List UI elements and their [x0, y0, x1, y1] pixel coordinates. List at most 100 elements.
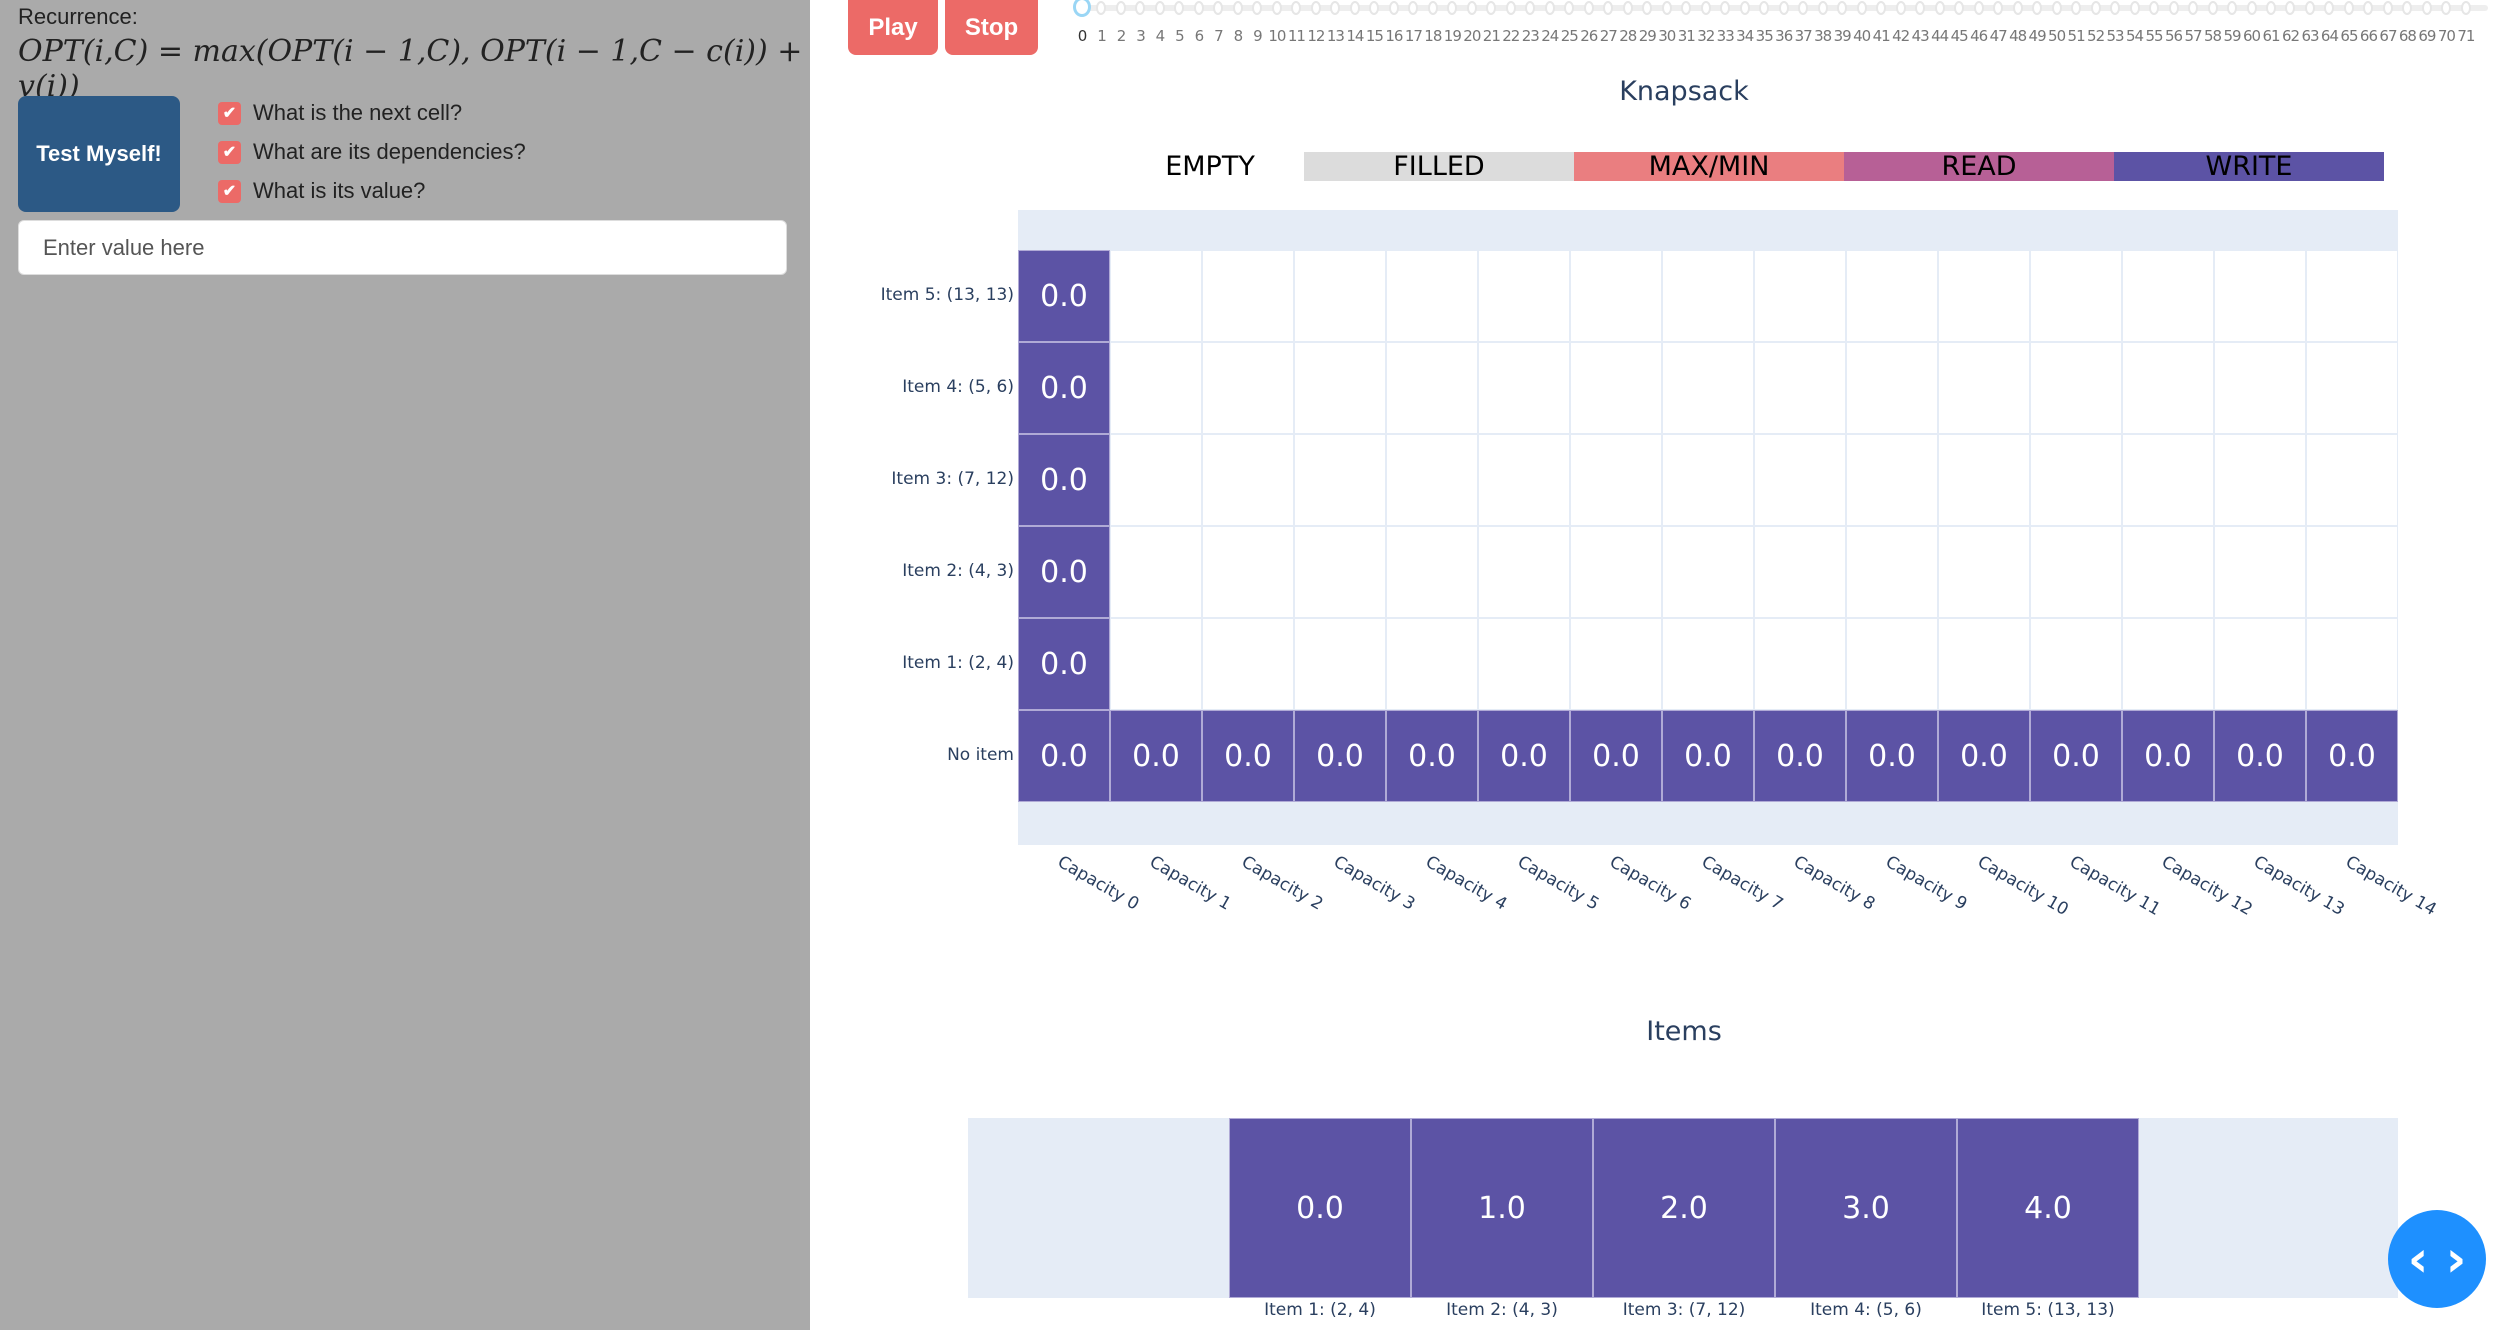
table-cell[interactable]: [1478, 434, 1570, 526]
slider-step-tick[interactable]: [1115, 1, 1126, 15]
slider-step-tick[interactable]: [1466, 1, 1477, 15]
table-cell[interactable]: [1110, 250, 1202, 342]
slider-step-tick[interactable]: [1544, 1, 1555, 15]
table-cell[interactable]: [1294, 342, 1386, 434]
slider-step-tick[interactable]: [1135, 1, 1146, 15]
slider-step-tick[interactable]: [1915, 1, 1926, 15]
table-cell[interactable]: [2030, 618, 2122, 710]
table-cell[interactable]: [1662, 342, 1754, 434]
table-cell[interactable]: 0.0: [1018, 618, 1110, 710]
slider-step-tick[interactable]: [1720, 1, 1731, 15]
table-cell[interactable]: [2214, 434, 2306, 526]
checkbox-value[interactable]: ✔ What is its value?: [218, 178, 425, 204]
table-cell[interactable]: 0.0: [1662, 710, 1754, 802]
table-cell[interactable]: 0.0: [1018, 434, 1110, 526]
table-cell[interactable]: [1846, 526, 1938, 618]
table-cell[interactable]: [1662, 434, 1754, 526]
slider-step-tick[interactable]: [1427, 1, 1438, 15]
table-cell[interactable]: [1478, 618, 1570, 710]
test-myself-button[interactable]: Test Myself!: [18, 96, 180, 212]
slider-step-tick[interactable]: [1369, 1, 1380, 15]
table-cell[interactable]: [1294, 618, 1386, 710]
table-cell[interactable]: [1938, 526, 2030, 618]
slider-step-tick[interactable]: [2421, 1, 2432, 15]
table-cell[interactable]: [1386, 342, 1478, 434]
item-bar[interactable]: 0.0: [1229, 1118, 1411, 1298]
table-cell[interactable]: [1570, 250, 1662, 342]
table-cell[interactable]: [1478, 250, 1570, 342]
slider-step-tick[interactable]: [1408, 1, 1419, 15]
slider-step-tick[interactable]: [1525, 1, 1536, 15]
table-cell[interactable]: [1202, 250, 1294, 342]
item-bar[interactable]: 3.0: [1775, 1118, 1957, 1298]
play-button[interactable]: Play: [848, 0, 938, 55]
table-cell[interactable]: 0.0: [1938, 710, 2030, 802]
table-cell[interactable]: [1110, 342, 1202, 434]
slider-step-tick[interactable]: [2032, 1, 2043, 15]
slider-step-tick[interactable]: [2071, 1, 2082, 15]
table-cell[interactable]: [1110, 434, 1202, 526]
table-cell[interactable]: [2306, 434, 2398, 526]
slider-step-tick[interactable]: [1174, 1, 1185, 15]
slider-step-tick[interactable]: [1252, 1, 1263, 15]
item-bar[interactable]: 4.0: [1957, 1118, 2139, 1298]
table-cell[interactable]: [1754, 618, 1846, 710]
slider-step-tick[interactable]: [2324, 1, 2335, 15]
table-cell[interactable]: 0.0: [1754, 710, 1846, 802]
table-cell[interactable]: [1662, 618, 1754, 710]
checkbox-checked-icon[interactable]: ✔: [218, 140, 241, 164]
value-input[interactable]: [18, 220, 787, 275]
slider-step-tick[interactable]: [2441, 1, 2452, 15]
table-cell[interactable]: [1846, 434, 1938, 526]
slider-step-tick[interactable]: [1486, 1, 1497, 15]
slider-step-tick[interactable]: [2304, 1, 2315, 15]
slider-step-tick[interactable]: [1856, 1, 1867, 15]
table-cell[interactable]: [2030, 342, 2122, 434]
table-cell[interactable]: [1846, 618, 1938, 710]
slider-step-tick[interactable]: [1739, 1, 1750, 15]
table-cell[interactable]: [1202, 434, 1294, 526]
table-cell[interactable]: 0.0: [1018, 342, 1110, 434]
slider-step-tick[interactable]: [1681, 1, 1692, 15]
table-cell[interactable]: [1202, 342, 1294, 434]
table-cell[interactable]: [1938, 250, 2030, 342]
table-cell[interactable]: [2030, 434, 2122, 526]
slider-thumb[interactable]: [1073, 0, 1091, 17]
table-cell[interactable]: [1478, 526, 1570, 618]
table-cell[interactable]: 0.0: [1202, 710, 1294, 802]
table-cell[interactable]: [2122, 526, 2214, 618]
table-cell[interactable]: 0.0: [2306, 710, 2398, 802]
table-cell[interactable]: [1294, 434, 1386, 526]
item-bar[interactable]: 1.0: [1411, 1118, 1593, 1298]
slider-step-tick[interactable]: [1447, 1, 1458, 15]
slider-step-tick[interactable]: [1993, 1, 2004, 15]
slider-step-tick[interactable]: [2129, 1, 2140, 15]
table-cell[interactable]: [1386, 250, 1478, 342]
slider-step-tick[interactable]: [2012, 1, 2023, 15]
slider-step-tick[interactable]: [1564, 1, 1575, 15]
checkbox-checked-icon[interactable]: ✔: [218, 179, 241, 203]
slider-step-tick[interactable]: [2168, 1, 2179, 15]
table-cell[interactable]: [1570, 526, 1662, 618]
table-cell[interactable]: [1570, 342, 1662, 434]
item-bar[interactable]: 2.0: [1593, 1118, 1775, 1298]
slider-step-tick[interactable]: [1213, 1, 1224, 15]
table-cell[interactable]: 0.0: [2214, 710, 2306, 802]
slider-step-tick[interactable]: [1291, 1, 1302, 15]
table-cell[interactable]: 0.0: [1018, 710, 1110, 802]
slider-step-tick[interactable]: [2227, 1, 2238, 15]
slider-step-tick[interactable]: [2285, 1, 2296, 15]
slider-step-tick[interactable]: [2363, 1, 2374, 15]
slider-step-tick[interactable]: [1817, 1, 1828, 15]
slider-step-tick[interactable]: [1232, 1, 1243, 15]
table-cell[interactable]: [1110, 526, 1202, 618]
table-cell[interactable]: [2306, 250, 2398, 342]
table-cell[interactable]: [2214, 250, 2306, 342]
table-cell[interactable]: [1938, 618, 2030, 710]
table-cell[interactable]: [1754, 250, 1846, 342]
slider-step-tick[interactable]: [1778, 1, 1789, 15]
table-cell[interactable]: [1386, 526, 1478, 618]
table-cell[interactable]: [1938, 434, 2030, 526]
table-cell[interactable]: [1202, 618, 1294, 710]
slider-step-tick[interactable]: [1349, 1, 1360, 15]
